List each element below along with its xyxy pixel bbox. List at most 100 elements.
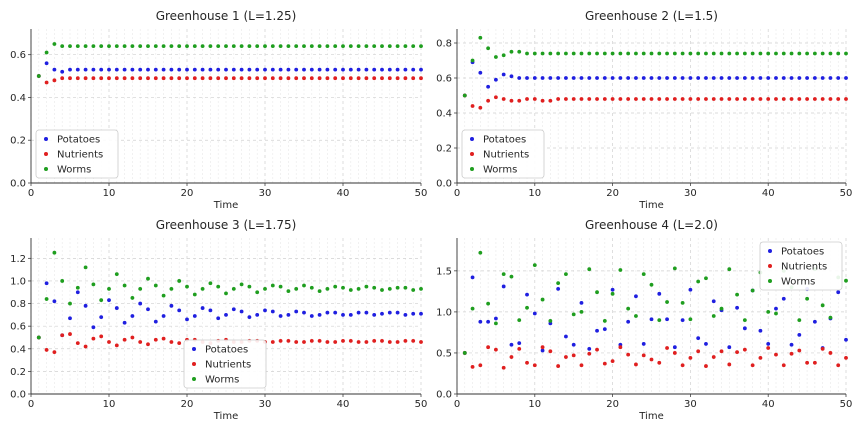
- data-point: [185, 67, 189, 72]
- y-tick-label: 0.6: [10, 50, 26, 61]
- data-point: [501, 272, 506, 277]
- data-point: [419, 67, 423, 72]
- data-point: [302, 340, 306, 344]
- data-point: [177, 341, 182, 346]
- data-point: [657, 76, 662, 80]
- data-point: [138, 340, 143, 344]
- x-axis-label: Time: [638, 200, 663, 211]
- x-tick-label: 30: [259, 188, 272, 199]
- data-point: [657, 291, 662, 296]
- data-point: [501, 72, 506, 77]
- data-point: [548, 319, 553, 323]
- data-point: [517, 76, 522, 80]
- data-point: [595, 328, 599, 333]
- data-point: [122, 320, 127, 325]
- data-point: [688, 287, 693, 292]
- data-point: [494, 316, 498, 321]
- data-point: [602, 319, 607, 323]
- data-point: [719, 97, 724, 101]
- data-point: [247, 284, 252, 289]
- data-point: [556, 51, 561, 56]
- data-point: [789, 351, 794, 356]
- data-point: [341, 285, 345, 290]
- x-tick-label: 30: [259, 399, 272, 410]
- data-point: [634, 362, 638, 367]
- y-tick-label: 0.0: [10, 390, 26, 401]
- data-point: [525, 360, 529, 365]
- data-point: [564, 76, 568, 80]
- series-worms: [462, 35, 848, 98]
- legend: Potatoes Nutrients Worms: [759, 241, 843, 291]
- data-point: [52, 350, 57, 355]
- data-point: [177, 44, 182, 49]
- data-point: [517, 341, 522, 345]
- data-point: [486, 98, 491, 103]
- data-point: [688, 76, 693, 80]
- legend-box: [461, 129, 545, 179]
- data-point: [478, 70, 483, 75]
- x-tick-label: 10: [103, 188, 116, 199]
- data-point: [649, 317, 654, 322]
- data-point: [564, 272, 568, 277]
- data-point: [348, 288, 353, 292]
- data-point: [387, 310, 392, 315]
- grid: [30, 29, 422, 184]
- legend-label: Potatoes: [57, 135, 100, 146]
- data-point: [462, 351, 467, 355]
- data-point: [146, 44, 150, 49]
- data-point: [169, 286, 174, 291]
- data-point: [75, 285, 80, 290]
- data-point: [766, 342, 771, 346]
- data-point: [333, 284, 338, 289]
- data-point: [44, 50, 49, 55]
- data-point: [470, 104, 475, 108]
- data-point: [372, 285, 377, 290]
- data-point: [372, 76, 377, 81]
- data-point: [704, 364, 708, 368]
- data-point: [302, 76, 306, 81]
- data-point: [411, 76, 416, 81]
- data-point: [372, 67, 377, 72]
- data-point: [696, 279, 701, 284]
- data-point: [579, 76, 584, 80]
- data-point: [68, 44, 72, 49]
- y-tick-label: 0.6: [10, 322, 26, 333]
- legend-label: Potatoes: [483, 135, 526, 146]
- data-point: [341, 44, 345, 49]
- data-point: [348, 76, 353, 81]
- data-point: [649, 97, 654, 101]
- x-tick-label: 50: [415, 399, 428, 410]
- x-tick-label: 10: [103, 399, 116, 410]
- data-point: [224, 76, 228, 81]
- data-point: [618, 97, 623, 101]
- data-point: [641, 76, 646, 80]
- data-point: [564, 51, 568, 56]
- data-point: [364, 340, 369, 344]
- data-point: [286, 76, 291, 81]
- data-point: [486, 345, 491, 350]
- data-point: [107, 76, 111, 81]
- data-point: [828, 51, 833, 56]
- legend-marker: [192, 347, 196, 351]
- series-worms: [36, 250, 423, 340]
- data-point: [486, 84, 491, 89]
- data-point: [208, 67, 213, 72]
- legend-marker: [192, 362, 196, 366]
- data-point: [387, 44, 392, 49]
- data-point: [356, 286, 361, 291]
- data-point: [231, 76, 236, 81]
- data-point: [286, 44, 291, 49]
- data-point: [774, 311, 778, 316]
- y-tick-label: 0.4: [10, 344, 26, 355]
- data-point: [828, 351, 833, 355]
- data-point: [789, 51, 794, 56]
- data-point: [665, 300, 669, 304]
- data-point: [356, 76, 361, 81]
- data-point: [395, 285, 400, 290]
- data-point: [595, 76, 599, 80]
- data-point: [122, 44, 127, 49]
- data-point: [719, 51, 724, 56]
- data-point: [688, 355, 693, 360]
- data-point: [364, 67, 369, 72]
- data-point: [231, 307, 236, 312]
